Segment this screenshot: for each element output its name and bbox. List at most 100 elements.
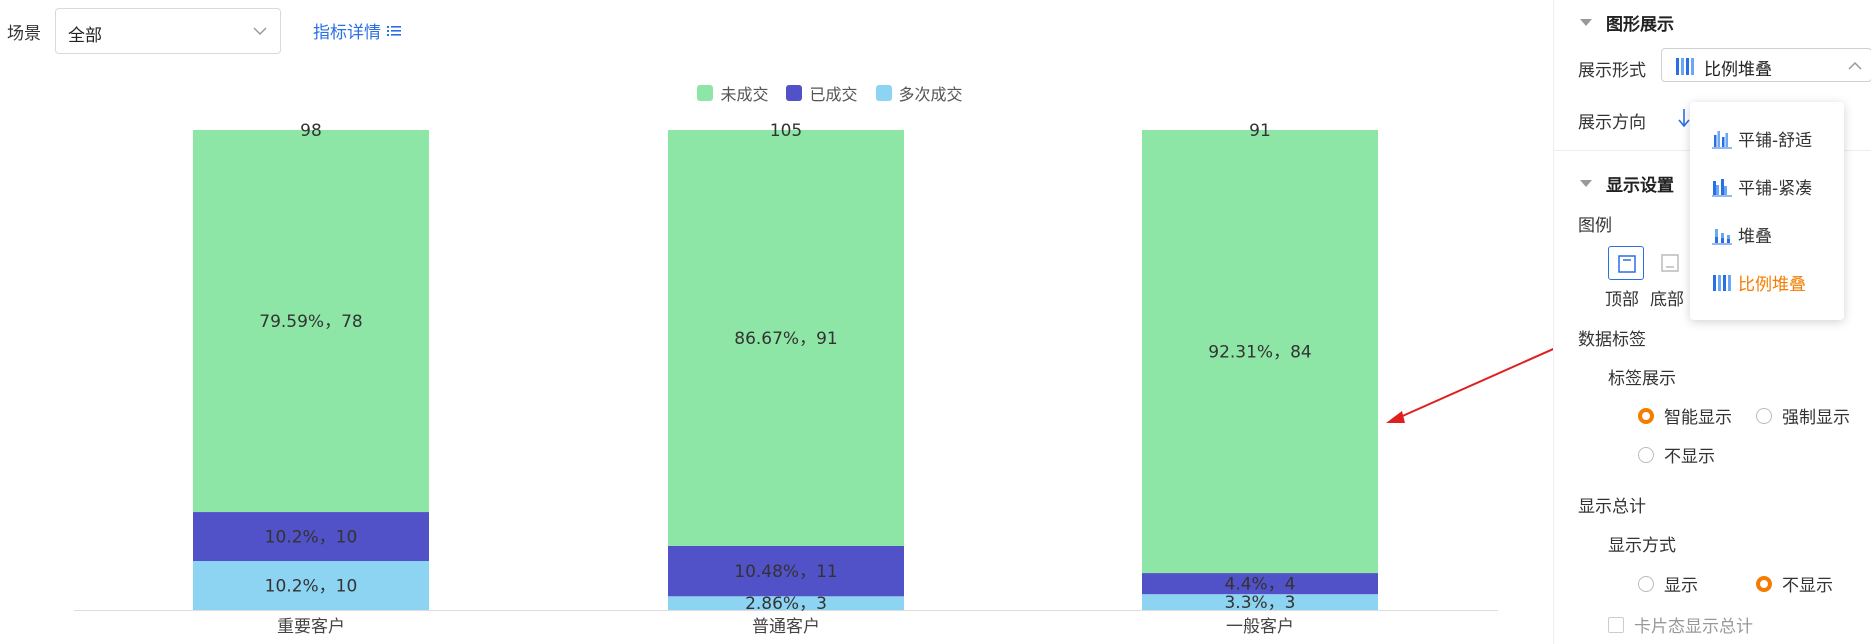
dropdown-item-percent-stack[interactable]: 比例堆叠 xyxy=(1712,270,1806,295)
radio-label: 不显示 xyxy=(1782,576,1833,596)
metric-detail-link[interactable]: 指标详情 xyxy=(313,18,401,43)
compact-bar-icon xyxy=(1712,178,1732,196)
arrow-down-icon[interactable] xyxy=(1677,108,1691,128)
scene-select-value: 全部 xyxy=(68,26,102,46)
radio-icon xyxy=(1638,407,1654,424)
radio-force-display[interactable]: 强制显示 xyxy=(1756,403,1850,428)
display-form-label: 展示形式 xyxy=(1578,61,1646,81)
display-settings-header[interactable]: 显示设置 xyxy=(1580,171,1674,196)
legend-label: 未成交 xyxy=(720,85,769,104)
x-tick-label: 重要客户 xyxy=(277,617,345,637)
legend-pos-bottom-label: 底部 xyxy=(1650,290,1684,310)
data-label: 4.4%，4 xyxy=(1224,575,1295,595)
dropdown-item-tile-compact[interactable]: 平铺-紧凑 xyxy=(1712,174,1812,199)
collapse-triangle-icon xyxy=(1580,180,1592,187)
dropdown-item-label: 比例堆叠 xyxy=(1738,275,1806,295)
legend-swatch xyxy=(875,85,892,101)
toolbar: 场景 全部 指标详情 xyxy=(0,0,1540,62)
legend-pos-top[interactable] xyxy=(1608,246,1644,280)
legend-top-icon xyxy=(1618,255,1636,273)
radio-label: 智能显示 xyxy=(1664,408,1732,428)
total-label: 98 xyxy=(300,121,322,141)
graphic-section-header[interactable]: 图形展示 xyxy=(1580,10,1674,35)
legend-swatch xyxy=(786,85,803,101)
scene-select[interactable]: 全部 xyxy=(55,8,281,54)
dropdown-item-label: 堆叠 xyxy=(1738,227,1772,247)
radio-label: 强制显示 xyxy=(1782,408,1850,428)
bar-segment[interactable] xyxy=(193,130,429,513)
bar-segment[interactable] xyxy=(193,512,429,562)
bar-segment[interactable] xyxy=(1142,573,1378,595)
display-form-select[interactable]: 比例堆叠 xyxy=(1661,48,1871,82)
radio-smart-display[interactable]: 智能显示 xyxy=(1638,403,1732,428)
legend-label: 多次成交 xyxy=(898,85,963,104)
total-label: 105 xyxy=(770,121,802,141)
radio-icon xyxy=(1756,407,1772,424)
x-tick-label: 一般客户 xyxy=(1226,617,1294,637)
legend-pos-bottom[interactable] xyxy=(1652,246,1688,280)
legend-bottom-icon xyxy=(1661,254,1679,272)
stacked-percent-chart: 未成交 已成交 多次成交 10.2%，10 10.2%，10 79.59%，78 98 重要… xyxy=(0,62,1540,644)
show-method-title: 显示方式 xyxy=(1608,536,1676,556)
chart-canvas: 10.2%，10 10.2%，10 79.59%，78 98 重要客户 2.86%，3 10… xyxy=(74,121,1498,637)
card-total-checkbox[interactable]: 卡片态显示总计 xyxy=(1608,612,1753,637)
data-label: 10.2%，10 xyxy=(265,528,358,548)
stacked-bar-icon xyxy=(1712,228,1732,244)
radio-label: 显示 xyxy=(1664,576,1698,596)
show-total-title: 显示总计 xyxy=(1578,497,1646,517)
legend-item[interactable]: 未成交 xyxy=(697,81,768,105)
radio-label: 不显示 xyxy=(1664,447,1715,467)
dropdown-item-stack[interactable]: 堆叠 xyxy=(1712,222,1772,247)
radio-icon xyxy=(1756,575,1772,592)
data-label-title: 数据标签 xyxy=(1578,330,1646,350)
x-tick-label: 普通客户 xyxy=(752,617,820,637)
collapse-triangle-icon xyxy=(1580,19,1592,26)
list-icon xyxy=(387,25,401,36)
settings-panel: 图形展示 展示形式 比例堆叠 展示方向 显示设置 图例 xyxy=(1553,0,1871,644)
legend-swatch xyxy=(697,85,714,101)
chart-legend: 未成交 已成交 多次成交 xyxy=(0,81,1540,105)
legend-item[interactable]: 多次成交 xyxy=(875,81,963,105)
label-display-title: 标签展示 xyxy=(1608,369,1676,389)
data-label: 2.86%，3 xyxy=(745,594,827,614)
bar-segment[interactable] xyxy=(668,546,904,597)
checkbox-label: 卡片态显示总计 xyxy=(1634,617,1753,637)
data-label: 10.48%，11 xyxy=(734,562,837,582)
dropdown-item-tile-comfortable[interactable]: 平铺-舒适 xyxy=(1712,126,1812,151)
bar-segment[interactable] xyxy=(1142,130,1378,574)
bar-segment[interactable] xyxy=(1142,594,1378,610)
data-label: 86.67%，91 xyxy=(734,329,837,349)
display-direction-label: 展示方向 xyxy=(1578,113,1646,133)
legend-label: 已成交 xyxy=(809,85,858,104)
legend-label: 图例 xyxy=(1578,216,1612,236)
bar-segment[interactable] xyxy=(668,596,904,610)
bar-segment[interactable] xyxy=(668,130,904,546)
metric-detail-label: 指标详情 xyxy=(313,23,381,43)
total-label: 91 xyxy=(1249,121,1271,141)
chevron-up-icon xyxy=(1848,61,1862,70)
radio-icon xyxy=(1638,575,1654,592)
dropdown-item-label: 平铺-舒适 xyxy=(1738,131,1813,151)
checkbox-icon xyxy=(1608,616,1624,633)
percent-stack-chart-icon xyxy=(1713,274,1731,291)
dropdown-item-label: 平铺-紧凑 xyxy=(1738,179,1813,199)
data-label: 92.31%，84 xyxy=(1208,343,1311,363)
display-form-value: 比例堆叠 xyxy=(1704,60,1772,80)
data-label: 10.2%，10 xyxy=(265,577,358,597)
data-label: 79.59%，78 xyxy=(259,312,362,332)
bar-segment[interactable] xyxy=(193,561,429,610)
display-settings-title: 显示设置 xyxy=(1606,176,1674,196)
legend-pos-top-label: 顶部 xyxy=(1605,290,1639,310)
graphic-section-title: 图形展示 xyxy=(1606,15,1674,35)
scene-label: 场景 xyxy=(7,24,41,44)
radio-show-total[interactable]: 显示 xyxy=(1638,571,1698,596)
chevron-down-icon xyxy=(253,27,267,36)
radio-no-display[interactable]: 不显示 xyxy=(1638,442,1715,467)
data-label: 3.3%，3 xyxy=(1224,593,1295,613)
percent-stack-chart-icon xyxy=(1676,58,1694,75)
legend-item[interactable]: 已成交 xyxy=(786,81,858,105)
grouped-bar-icon xyxy=(1712,130,1732,148)
radio-hide-total[interactable]: 不显示 xyxy=(1756,571,1833,596)
display-form-dropdown: 平铺-舒适 平铺-紧凑 堆叠 比例堆叠 xyxy=(1690,102,1844,320)
